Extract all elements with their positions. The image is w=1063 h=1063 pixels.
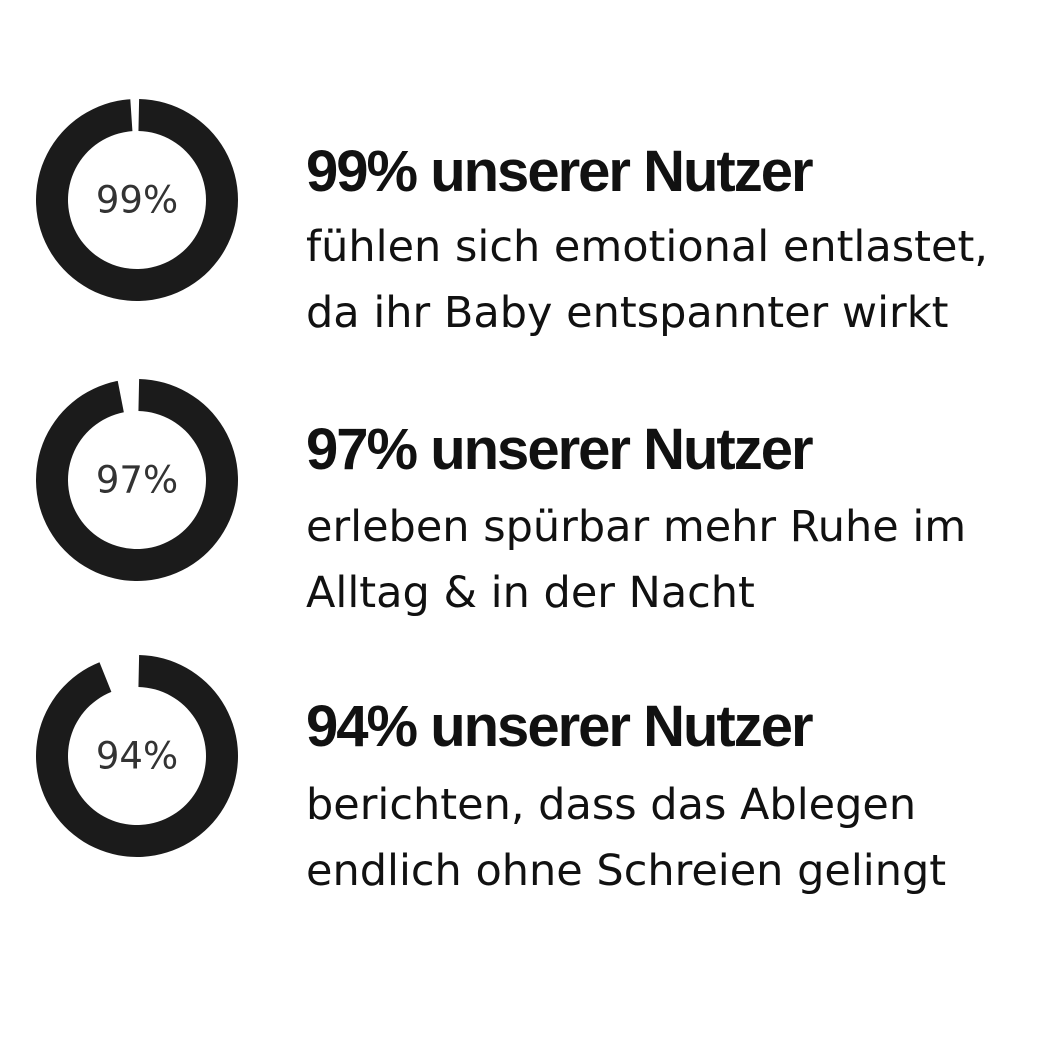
donut-filled-arc-2: [36, 379, 238, 581]
donut-chart-1: 99%: [36, 99, 238, 301]
stat-headline-2: 97% unserer Nutzer: [306, 417, 814, 482]
stat-description-line-2: da ihr Baby entspannter wirkt: [306, 288, 949, 338]
donut-percent-label-1: 99%: [96, 179, 178, 222]
donut-svg-1: 99%: [36, 99, 238, 301]
stat-headline-3: 94% unserer Nutzer: [306, 694, 814, 759]
stat-description-1: fühlen sich emotional entlastet, da ihr …: [306, 214, 988, 346]
donut-chart-3: 94%: [36, 655, 238, 857]
stat-description-3: berichten, dass das Ablegen endlich ohne…: [306, 772, 946, 904]
stat-description-line-1: erleben spürbar mehr Ruhe im: [306, 502, 967, 552]
donut-filled-arc-3: [36, 655, 238, 857]
stat-description-line-1: berichten, dass das Ablegen: [306, 780, 917, 830]
stat-headline-1: 99% unserer Nutzer: [306, 139, 814, 204]
stat-description-line-1: fühlen sich emotional entlastet,: [306, 222, 988, 272]
donut-chart-2: 97%: [36, 379, 238, 581]
donut-percent-label-3: 94%: [96, 735, 178, 778]
stat-description-2: erleben spürbar mehr Ruhe im Alltag & in…: [306, 494, 966, 626]
donut-percent-label-2: 97%: [96, 459, 178, 502]
donut-svg-3: 94%: [36, 655, 238, 857]
donut-svg-2: 97%: [36, 379, 238, 581]
stat-description-line-2: endlich ohne Schreien gelingt: [306, 846, 947, 896]
stat-description-line-2: Alltag & in der Nacht: [306, 568, 755, 618]
donut-filled-arc-1: [36, 99, 238, 301]
